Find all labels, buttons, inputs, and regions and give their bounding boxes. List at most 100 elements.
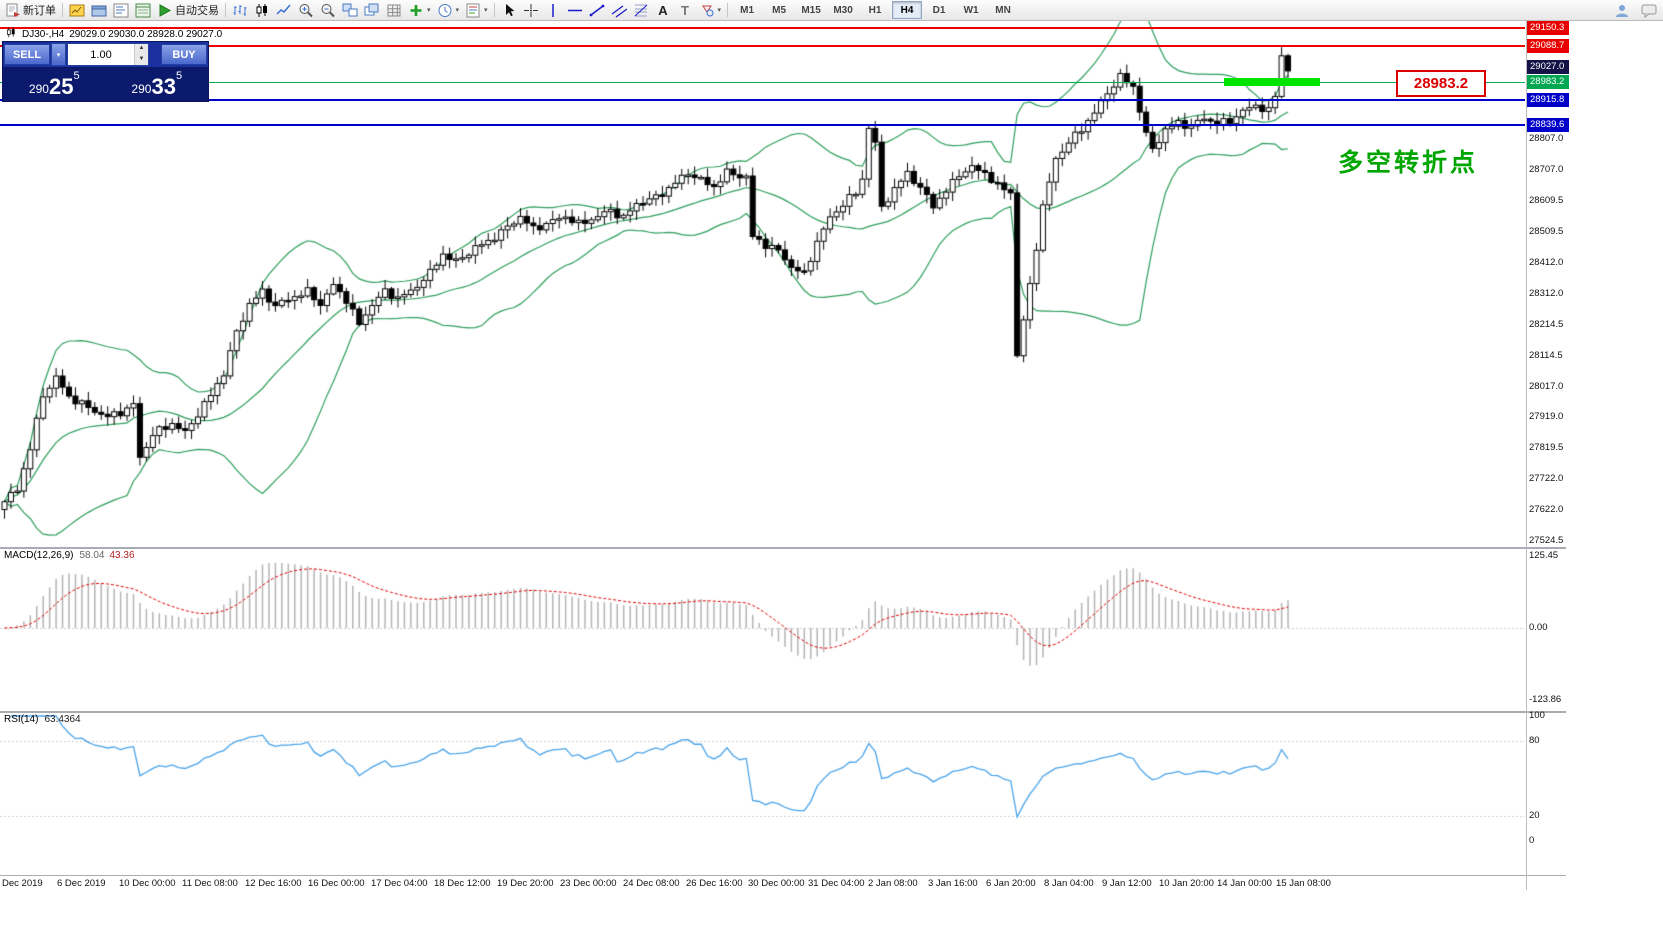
- chart-text-annotation[interactable]: 多空转折点: [1338, 149, 1479, 177]
- channel-button[interactable]: [608, 0, 630, 20]
- new-order-button-label: 新订单: [23, 5, 56, 17]
- auto-trading-button[interactable]: 自动交易: [154, 0, 222, 20]
- timeframe-h4-button[interactable]: H4: [892, 1, 923, 19]
- timeframe-mn-button[interactable]: MN: [995, 4, 1011, 16]
- timeframe-m5-button[interactable]: M5: [772, 4, 787, 16]
- time-axis-label: 11 Dec 08:00: [182, 878, 238, 889]
- grid-icon: [386, 3, 402, 18]
- play-icon: [157, 3, 173, 18]
- support-line-28839[interactable]: [0, 124, 1525, 126]
- price-tag: 29088.7: [1527, 39, 1569, 53]
- price-pip: 5: [175, 70, 183, 82]
- trade-panel-controls: SELL ▾ ▲ ▼ BUY: [3, 42, 208, 67]
- price-big-digits: 25: [48, 74, 74, 99]
- buy-button[interactable]: BUY: [161, 44, 207, 65]
- time-axis-label: 9 Jan 12:00: [1102, 878, 1152, 889]
- rsi-panel-separator[interactable]: [0, 711, 1566, 713]
- toolbar-separator: [62, 3, 63, 17]
- price-axis-label: 28214.5: [1529, 319, 1564, 330]
- market-watch-icon: [113, 3, 129, 18]
- templates-button[interactable]: ▾: [462, 0, 491, 20]
- trendline-highlight-segment[interactable]: [1224, 78, 1320, 86]
- shapes-icon: [699, 3, 715, 18]
- sell-price[interactable]: 290 25 5: [3, 67, 106, 101]
- timeframe-m15-button[interactable]: M15: [801, 4, 821, 16]
- time-axis-label: 16 Dec 00:00: [308, 878, 365, 889]
- bar-chart-button[interactable]: [229, 0, 251, 20]
- cascade-icon: [364, 3, 380, 18]
- rsi-scale-label: 0: [1529, 835, 1535, 846]
- data-window-icon[interactable]: [132, 0, 154, 20]
- macd-panel-separator[interactable]: [0, 547, 1566, 549]
- price-axis-label: 28807.0: [1529, 133, 1564, 144]
- timeframe-w1-button[interactable]: W1: [963, 4, 979, 16]
- trendline-button[interactable]: [586, 0, 608, 20]
- time-axis-label: 14 Jan 00:00: [1217, 878, 1272, 889]
- vertical-line-button[interactable]: [542, 0, 564, 20]
- new-chart-icon[interactable]: [66, 0, 88, 20]
- dropdown-caret-icon: ▾: [717, 7, 722, 14]
- buy-price[interactable]: 290 33 5: [106, 67, 209, 101]
- timeframe-h1-button[interactable]: H1: [868, 4, 882, 16]
- rsi-scale-label: 80: [1529, 735, 1540, 746]
- candlestick-button[interactable]: [251, 0, 273, 20]
- volume-input[interactable]: [68, 44, 134, 65]
- resistance-line-29150[interactable]: [0, 27, 1525, 29]
- pivot-line-28983[interactable]: [0, 81, 1525, 83]
- order-type-dropdown[interactable]: ▾: [51, 43, 66, 66]
- chart-ohlc-values: 29029.0 29030.0 28928.0 29027.0: [69, 28, 223, 40]
- tile-windows-button[interactable]: [339, 0, 361, 20]
- market-watch-icon[interactable]: [110, 0, 132, 20]
- zoom-in-button[interactable]: [295, 0, 317, 20]
- dropdown-caret-icon: ▾: [427, 7, 431, 14]
- time-axis-label: 15 Jan 08:00: [1276, 878, 1331, 889]
- price-axis-border: [1526, 20, 1527, 890]
- shapes-button[interactable]: ▾: [696, 0, 725, 20]
- time-axis-label: Dec 2019: [2, 878, 43, 889]
- price-big-digits: 33: [151, 74, 176, 99]
- timeframe-m30-button[interactable]: M30: [833, 4, 853, 16]
- time-axis-label: 19 Dec 20:00: [497, 878, 554, 889]
- grid-button[interactable]: [383, 0, 405, 20]
- fibonacci-button[interactable]: [630, 0, 652, 20]
- horizontal-line-button[interactable]: [564, 0, 586, 20]
- svg-text:T: T: [681, 3, 689, 18]
- community-button[interactable]: [1611, 0, 1633, 20]
- price-axis-label: 28114.5: [1529, 350, 1563, 361]
- toolbar-right-icons: [1611, 0, 1663, 20]
- support-line-28915[interactable]: [0, 99, 1525, 101]
- time-axis-label: 31 Dec 04:00: [808, 878, 865, 889]
- price-chart-canvas[interactable]: [0, 20, 1525, 875]
- timeframe-d1-button[interactable]: D1: [932, 4, 946, 16]
- price-prefix: 290: [28, 82, 49, 96]
- sell-button[interactable]: SELL: [4, 44, 50, 65]
- line-chart-button[interactable]: [273, 0, 295, 20]
- volume-increase-button[interactable]: ▲: [135, 44, 148, 55]
- new-order-icon: [5, 3, 21, 18]
- rsi-value: 63.4364: [44, 714, 81, 725]
- price-level-label[interactable]: 28983.2: [1396, 70, 1486, 97]
- price-axis-label: 28509.5: [1529, 226, 1564, 237]
- text-button[interactable]: A: [652, 0, 674, 20]
- toolbar: 新订单 自动交易 ▾ ▾ ▾ A T ▾ M1 M5 M15 M30 H1 H4 D1 W1 MN: [0, 0, 1663, 21]
- cursor-icon: [501, 3, 517, 18]
- time-axis-label: 10 Jan 20:00: [1159, 878, 1214, 889]
- toolbar-separator: [493, 3, 495, 17]
- zoom-out-button[interactable]: [317, 0, 339, 20]
- indicators-icon: [408, 3, 424, 18]
- crosshair-button[interactable]: [520, 0, 542, 20]
- profiles-icon[interactable]: [88, 0, 110, 20]
- new-order-button[interactable]: 新订单: [2, 0, 59, 20]
- price-pip: 5: [73, 70, 80, 82]
- cursor-button[interactable]: [498, 0, 520, 20]
- chat-button[interactable]: [1638, 0, 1660, 20]
- rsi-scale-label: 20: [1529, 810, 1540, 821]
- resistance-line-29088[interactable]: [0, 45, 1525, 47]
- label-button[interactable]: T: [674, 0, 696, 20]
- periods-button[interactable]: ▾: [434, 0, 463, 20]
- rsi-label: RSI(14): [4, 714, 39, 725]
- volume-decrease-button[interactable]: ▼: [135, 54, 148, 65]
- indicators-button[interactable]: ▾: [405, 0, 434, 20]
- timeframe-m1-button[interactable]: M1: [740, 4, 755, 16]
- cascade-windows-button[interactable]: [361, 0, 383, 20]
